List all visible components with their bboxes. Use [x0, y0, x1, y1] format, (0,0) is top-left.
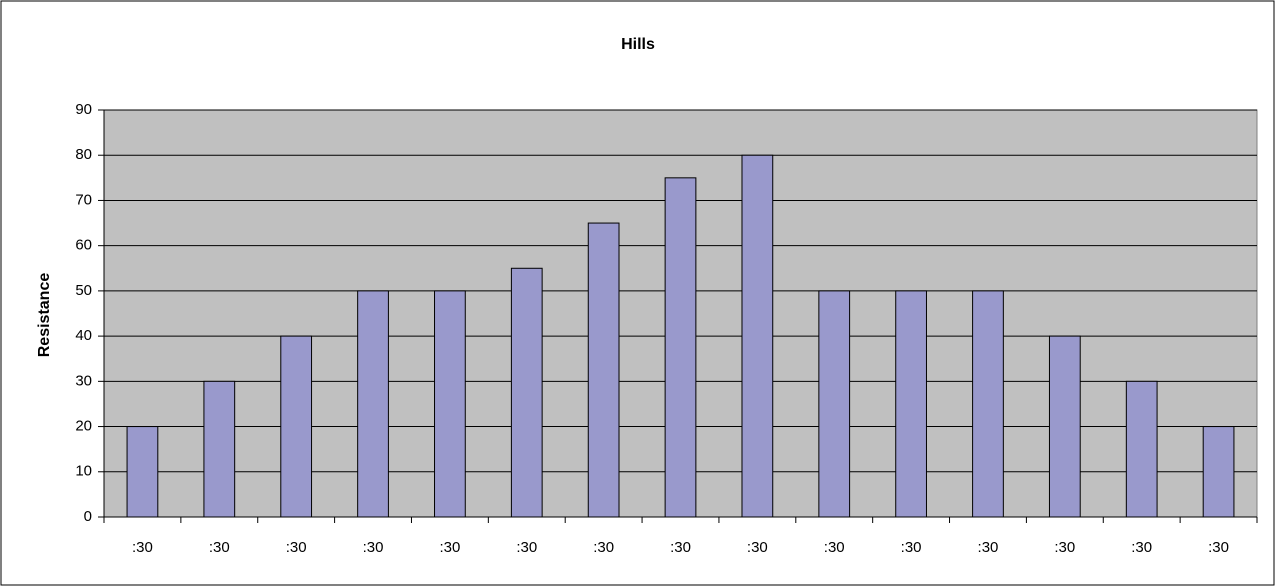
x-tick-label: :30	[593, 539, 614, 556]
y-tick-label: 80	[75, 146, 92, 163]
x-tick-label: :30	[1208, 539, 1229, 556]
x-tick-label: :30	[209, 539, 230, 556]
y-tick-label: 30	[75, 372, 92, 389]
bar	[587, 222, 620, 518]
y-tick-label: 70	[75, 191, 92, 208]
x-tick-label: :30	[132, 539, 153, 556]
x-tick-label: :30	[516, 539, 537, 556]
bar	[1202, 426, 1235, 518]
bar	[818, 290, 851, 518]
y-tick-label: 10	[75, 463, 92, 480]
y-tick-label: 0	[84, 508, 92, 525]
y-axis-label: Resistance	[36, 273, 53, 358]
y-tick-label: 60	[75, 237, 92, 254]
y-tick-label: 20	[75, 418, 92, 435]
x-tick-label: :30	[824, 539, 845, 556]
bar	[510, 267, 543, 518]
bar	[972, 290, 1004, 518]
bar	[280, 335, 313, 518]
bar	[126, 426, 159, 518]
x-tick-label: :30	[286, 539, 307, 556]
x-tick-label: :30	[901, 539, 922, 556]
y-tick-label: 90	[75, 101, 92, 118]
bar	[357, 290, 389, 518]
chart-title: Hills	[621, 36, 655, 53]
x-tick-label: :30	[747, 539, 768, 556]
x-tick-label: :30	[978, 539, 999, 556]
x-tick-label: :30	[670, 539, 691, 556]
x-tick-label: :30	[439, 539, 460, 556]
bar	[1125, 380, 1158, 518]
bar	[895, 290, 927, 518]
bar	[664, 177, 697, 518]
x-tick-label: :30	[1054, 539, 1075, 556]
y-tick-label: 40	[75, 327, 92, 344]
bar	[1048, 335, 1081, 518]
y-tick-label: 50	[75, 282, 92, 299]
bar	[434, 290, 466, 518]
x-tick-label: :30	[363, 539, 384, 556]
x-tick-label: :30	[1131, 539, 1152, 556]
bar	[203, 380, 236, 518]
bar	[741, 154, 774, 518]
